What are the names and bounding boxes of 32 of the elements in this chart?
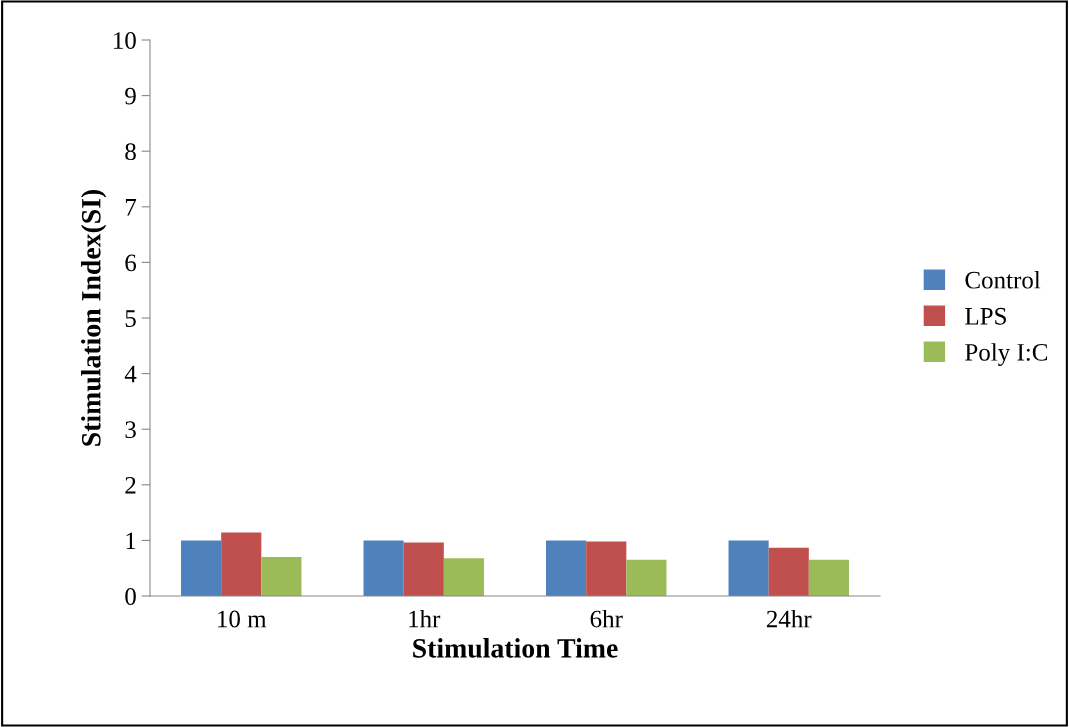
y-tick-label: 10 <box>114 32 136 49</box>
x-tick-label: 24hr <box>766 609 812 628</box>
x-tick-label: 6hr <box>590 609 623 628</box>
bar <box>546 540 587 596</box>
bar <box>808 559 849 596</box>
bar <box>181 540 222 596</box>
bar <box>768 547 809 596</box>
y-tick-label: 5 <box>125 310 136 327</box>
bar <box>403 542 444 596</box>
legend-label: Poly I:C <box>965 343 1048 366</box>
bar <box>443 558 484 596</box>
y-tick-label: 7 <box>125 199 137 216</box>
y-tick-label: 4 <box>124 365 137 383</box>
legend-label: LPS <box>965 307 1006 325</box>
y-tick-label: 6 <box>125 254 137 272</box>
bar <box>221 532 262 596</box>
bar <box>261 557 302 596</box>
y-tick-label: 8 <box>125 143 136 161</box>
bar <box>363 540 404 596</box>
y-tick-label: 9 <box>125 87 136 105</box>
x-axis-title: Stimulation Time <box>413 638 618 658</box>
bar <box>586 541 627 596</box>
y-tick-label: 1 <box>126 532 136 550</box>
legend-label: Control <box>965 271 1041 289</box>
y-tick-label: 3 <box>125 421 136 439</box>
bar <box>626 559 667 596</box>
y-axis-title: Stimulation Index(SI) <box>81 189 107 446</box>
bar <box>728 540 769 596</box>
y-tick-label: 0 <box>125 588 136 605</box>
x-tick-label: 1hr <box>409 609 441 628</box>
y-tick-label: 2 <box>125 476 136 494</box>
x-tick-label: 10 m <box>218 610 267 628</box>
